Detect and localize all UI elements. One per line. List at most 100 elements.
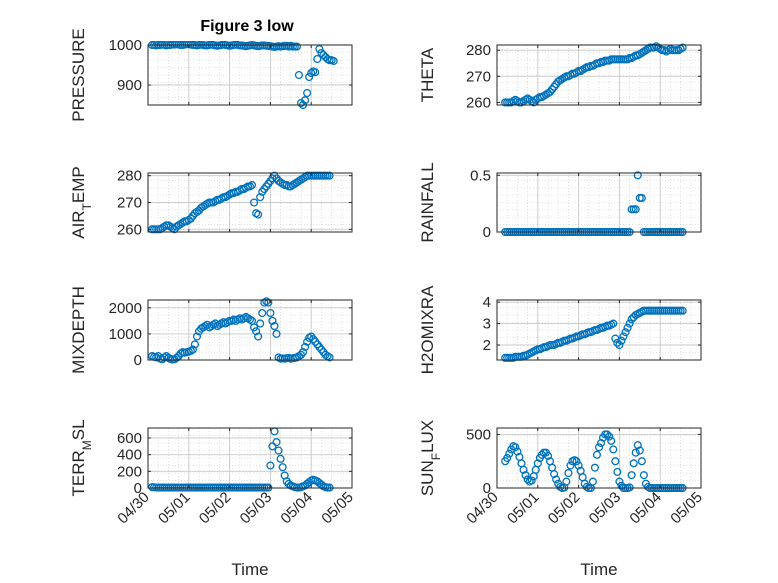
data-point (301, 342, 310, 352)
data-point (174, 221, 183, 230)
y-tick-label: 260 (117, 221, 142, 238)
series-theta (501, 42, 687, 107)
data-point (272, 438, 281, 447)
subplot-h2omixra: 2 3 4 H2OMIXRA (418, 285, 702, 374)
data-point (572, 457, 581, 466)
data-point (288, 181, 297, 190)
data-point (633, 441, 642, 450)
data-point (503, 453, 512, 463)
data-point (564, 468, 573, 478)
data-point (609, 319, 618, 328)
data-point (527, 476, 536, 485)
axes-box (496, 172, 702, 233)
data-point (611, 457, 620, 466)
data-point (609, 445, 618, 454)
y-axis-label-tail: EMP (69, 166, 88, 203)
data-point (282, 181, 291, 190)
y-tick-label: 900 (117, 77, 142, 94)
y-axis-label: H2OMIXRA (418, 285, 437, 374)
data-point (282, 477, 291, 486)
y-tick-label: 2000 (109, 300, 142, 317)
axes-box (147, 299, 353, 361)
data-point (603, 430, 612, 439)
y-tick-label: 1000 (109, 326, 142, 343)
data-point (605, 432, 614, 441)
subplot-terr_msl: 04/30 05/01 05/02 05/03 05/04 05/050200400600… (69, 419, 357, 579)
y-axis-label: MIXDEPTH (69, 286, 88, 374)
data-point (256, 193, 265, 202)
data-point (325, 171, 334, 180)
y-axis-label-text: THETA (418, 47, 437, 102)
data-point (254, 210, 263, 219)
data-point (594, 443, 604, 452)
data-point (172, 353, 181, 362)
data-point (615, 340, 624, 350)
data-point (543, 451, 553, 460)
y-axis-label-text: PRESSURE (69, 28, 88, 122)
axes-box (147, 44, 353, 106)
data-point (199, 202, 208, 211)
y-axis-label-subscript: T (80, 202, 94, 210)
data-point (156, 225, 165, 234)
y-tick-label: 3 (483, 316, 491, 333)
y-axis-label: SUNFLUX (418, 420, 443, 496)
data-point (623, 323, 632, 332)
x-tick-label: 05/04 (626, 489, 665, 528)
data-point (284, 479, 293, 488)
y-tick-label: 2 (483, 337, 491, 354)
y-tick-label: 270 (466, 68, 491, 85)
data-point (298, 348, 308, 357)
series-mixdepth (148, 297, 334, 364)
data-point (639, 471, 648, 480)
y-tick-label: 280 (117, 168, 142, 185)
x-tick-label: 05/01 (504, 489, 543, 528)
data-point (637, 457, 646, 466)
y-axis-label-text: RAINFALL (418, 162, 437, 242)
data-point (250, 198, 259, 207)
data-point (678, 43, 687, 52)
x-tick-label: 05/03 (237, 489, 276, 528)
x-axis-label: Time (231, 560, 268, 579)
data-point (533, 459, 542, 468)
x-tick-label: 05/02 (196, 489, 235, 528)
data-point (278, 463, 287, 472)
y-axis-label-subscript: M (80, 440, 94, 450)
y-tick-label: 0.5 (470, 167, 491, 184)
data-point (619, 332, 628, 341)
data-point (631, 448, 640, 457)
y-axis-label-text: SUN (418, 460, 437, 496)
data-point (550, 470, 559, 479)
data-point (301, 96, 310, 105)
data-point (329, 56, 338, 66)
y-axis-label: TERRMSL (69, 419, 94, 496)
data-point (172, 222, 181, 231)
data-point (317, 48, 326, 58)
y-tick-label: 1000 (109, 37, 142, 54)
figure-title: Figure 3 low (200, 18, 294, 35)
data-point (276, 454, 285, 463)
data-point (307, 68, 316, 78)
data-point (290, 179, 299, 188)
data-point (625, 483, 634, 492)
axes-box (496, 427, 702, 489)
data-point (252, 327, 261, 336)
series-h2omixra (501, 306, 687, 362)
y-tick-label: 280 (466, 42, 491, 59)
y-axis-label-text: AIR (69, 210, 88, 238)
y-axis-label: RAINFALL (418, 162, 437, 242)
data-point (590, 463, 599, 472)
y-tick-label: 500 (466, 426, 491, 443)
x-tick-label: 05/05 (667, 489, 706, 528)
data-point (266, 308, 275, 318)
data-point (245, 182, 255, 191)
data-point (256, 319, 265, 328)
y-axis-label-subscript: F (429, 453, 443, 460)
data-point (266, 461, 275, 470)
x-tick-label: 05/02 (545, 489, 584, 528)
data-point (190, 209, 199, 218)
data-point (315, 44, 324, 54)
data-point (166, 222, 175, 231)
data-point (325, 353, 334, 362)
subplot-sun_flux: 04/30 05/01 05/02 05/03 05/04 05/050500SUNFLU… (418, 420, 706, 579)
